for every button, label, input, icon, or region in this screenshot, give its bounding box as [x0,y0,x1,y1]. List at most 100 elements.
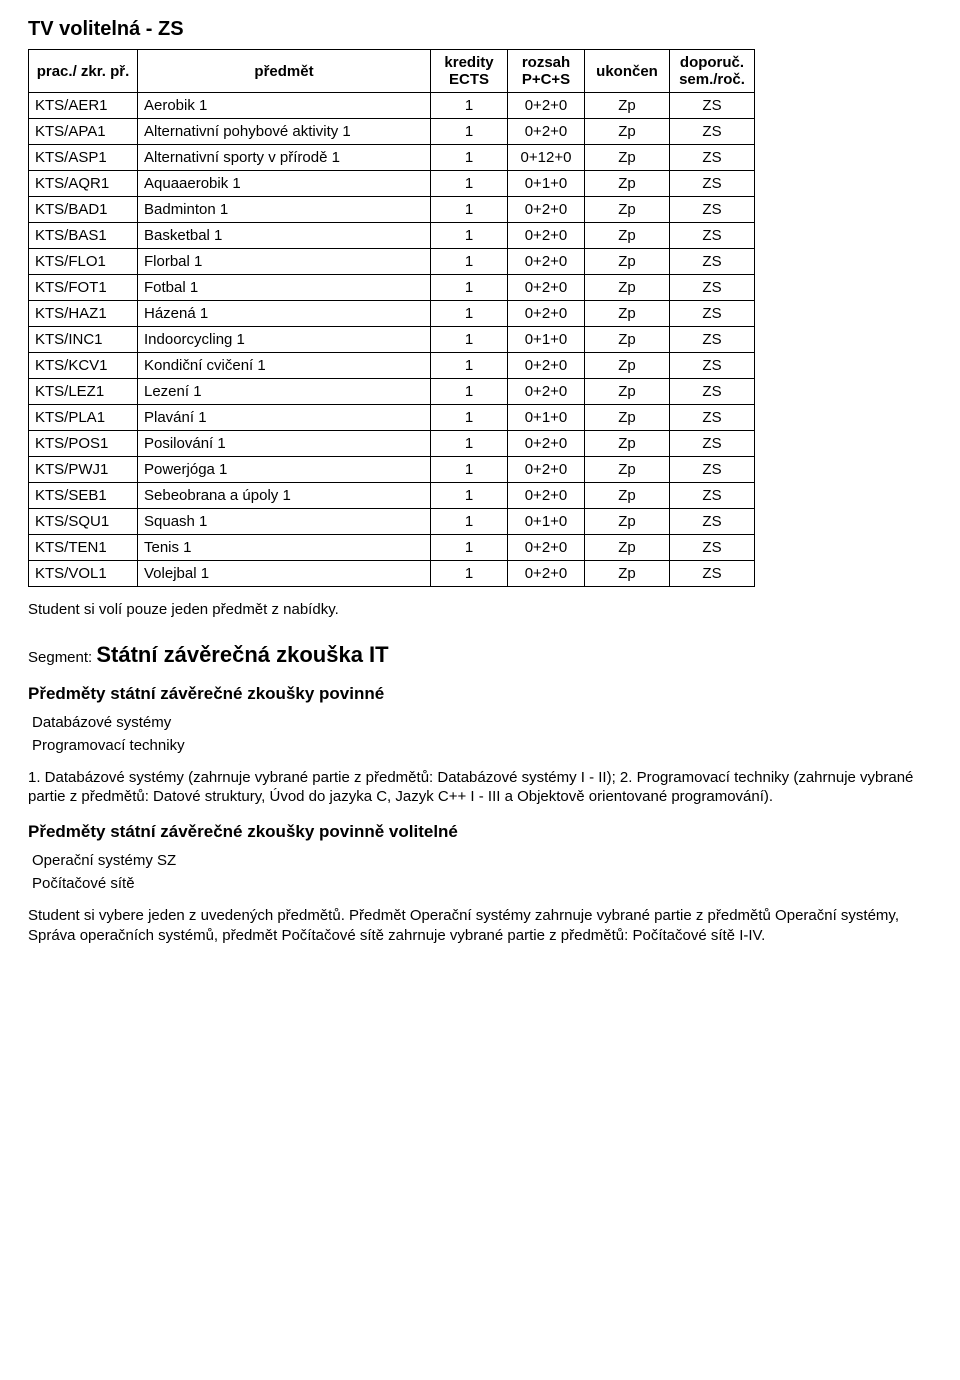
table-row: KTS/POS1Posilování 110+2+0ZpZS [29,431,755,457]
cell-range: 0+2+0 [508,379,585,405]
cell-name: Alternativní pohybové aktivity 1 [138,119,431,145]
col-header-code: prac./ zkr. př. [29,50,138,93]
table-row: KTS/INC1Indoorcycling 110+1+0ZpZS [29,327,755,353]
cell-code: KTS/LEZ1 [29,379,138,405]
cell-range: 0+2+0 [508,93,585,119]
cell-credits: 1 [431,301,508,327]
table-row: KTS/SQU1Squash 110+1+0ZpZS [29,509,755,535]
cell-end: Zp [585,561,670,587]
cell-credits: 1 [431,145,508,171]
cell-name: Lezení 1 [138,379,431,405]
paragraph-mandatory-desc: 1. Databázové systémy (zahrnuje vybrané … [28,768,932,806]
cell-sem: ZS [670,431,755,457]
cell-code: KTS/POS1 [29,431,138,457]
table-row: KTS/PWJ1Powerjóga 110+2+0ZpZS [29,457,755,483]
col-header-sem: doporuč. sem./roč. [670,50,755,93]
paragraph-elective-desc: Student si vybere jeden z uvedených před… [28,906,932,944]
cell-name: Plavání 1 [138,405,431,431]
elective-list: Operační systémy SZPočítačové sítě [28,852,932,892]
cell-end: Zp [585,93,670,119]
courses-table: prac./ zkr. př. předmět kredity ECTS roz… [28,49,755,587]
list-item: Programovací techniky [32,737,932,754]
cell-range: 0+2+0 [508,457,585,483]
cell-code: KTS/HAZ1 [29,301,138,327]
cell-range: 0+12+0 [508,145,585,171]
table-row: KTS/FOT1Fotbal 110+2+0ZpZS [29,275,755,301]
cell-credits: 1 [431,171,508,197]
cell-code: KTS/PLA1 [29,405,138,431]
cell-range: 0+2+0 [508,431,585,457]
table-row: KTS/KCV1Kondiční cvičení 110+2+0ZpZS [29,353,755,379]
cell-range: 0+1+0 [508,509,585,535]
cell-credits: 1 [431,275,508,301]
cell-name: Powerjóga 1 [138,457,431,483]
cell-code: KTS/FOT1 [29,275,138,301]
cell-name: Indoorcycling 1 [138,327,431,353]
table-header-row: prac./ zkr. př. předmět kredity ECTS roz… [29,50,755,93]
table-row: KTS/SEB1Sebeobrana a úpoly 110+2+0ZpZS [29,483,755,509]
cell-name: Házená 1 [138,301,431,327]
col-header-range: rozsah P+C+S [508,50,585,93]
cell-range: 0+1+0 [508,327,585,353]
cell-code: KTS/SEB1 [29,483,138,509]
cell-code: KTS/PWJ1 [29,457,138,483]
cell-end: Zp [585,535,670,561]
cell-range: 0+2+0 [508,119,585,145]
cell-end: Zp [585,509,670,535]
cell-range: 0+2+0 [508,483,585,509]
table-row: KTS/AER1Aerobik 110+2+0ZpZS [29,93,755,119]
segment-line: Segment: Státní závěrečná zkouška IT [28,642,932,668]
cell-range: 0+1+0 [508,171,585,197]
cell-sem: ZS [670,119,755,145]
list-item: Databázové systémy [32,714,932,731]
cell-name: Posilování 1 [138,431,431,457]
cell-sem: ZS [670,171,755,197]
table-row: KTS/BAD1Badminton 110+2+0ZpZS [29,197,755,223]
table-row: KTS/FLO1Florbal 110+2+0ZpZS [29,249,755,275]
note-single-choice: Student si volí pouze jeden předmět z na… [28,601,932,618]
cell-name: Volejbal 1 [138,561,431,587]
cell-code: KTS/AER1 [29,93,138,119]
cell-end: Zp [585,353,670,379]
segment-name: Státní závěrečná zkouška IT [96,642,388,667]
cell-end: Zp [585,171,670,197]
cell-sem: ZS [670,327,755,353]
cell-sem: ZS [670,145,755,171]
cell-name: Fotbal 1 [138,275,431,301]
sub-heading-elective: Předměty státní závěrečné zkoušky povinn… [28,822,932,842]
cell-sem: ZS [670,561,755,587]
cell-name: Aquaaerobik 1 [138,171,431,197]
cell-end: Zp [585,327,670,353]
cell-sem: ZS [670,535,755,561]
cell-credits: 1 [431,327,508,353]
cell-sem: ZS [670,483,755,509]
cell-credits: 1 [431,223,508,249]
cell-credits: 1 [431,93,508,119]
segment-prefix: Segment: [28,649,96,666]
cell-name: Squash 1 [138,509,431,535]
cell-name: Basketbal 1 [138,223,431,249]
cell-name: Aerobik 1 [138,93,431,119]
cell-credits: 1 [431,353,508,379]
cell-end: Zp [585,379,670,405]
cell-range: 0+2+0 [508,301,585,327]
cell-sem: ZS [670,509,755,535]
cell-code: KTS/BAS1 [29,223,138,249]
table-row: KTS/AQR1Aquaaerobik 110+1+0ZpZS [29,171,755,197]
cell-end: Zp [585,249,670,275]
cell-sem: ZS [670,275,755,301]
table-row: KTS/ASP1Alternativní sporty v přírodě 11… [29,145,755,171]
cell-sem: ZS [670,93,755,119]
cell-code: KTS/APA1 [29,119,138,145]
cell-sem: ZS [670,379,755,405]
cell-code: KTS/ASP1 [29,145,138,171]
cell-range: 0+2+0 [508,353,585,379]
cell-range: 0+2+0 [508,275,585,301]
cell-credits: 1 [431,379,508,405]
cell-credits: 1 [431,561,508,587]
cell-end: Zp [585,405,670,431]
cell-credits: 1 [431,249,508,275]
cell-sem: ZS [670,405,755,431]
table-row: KTS/BAS1Basketbal 110+2+0ZpZS [29,223,755,249]
cell-end: Zp [585,223,670,249]
